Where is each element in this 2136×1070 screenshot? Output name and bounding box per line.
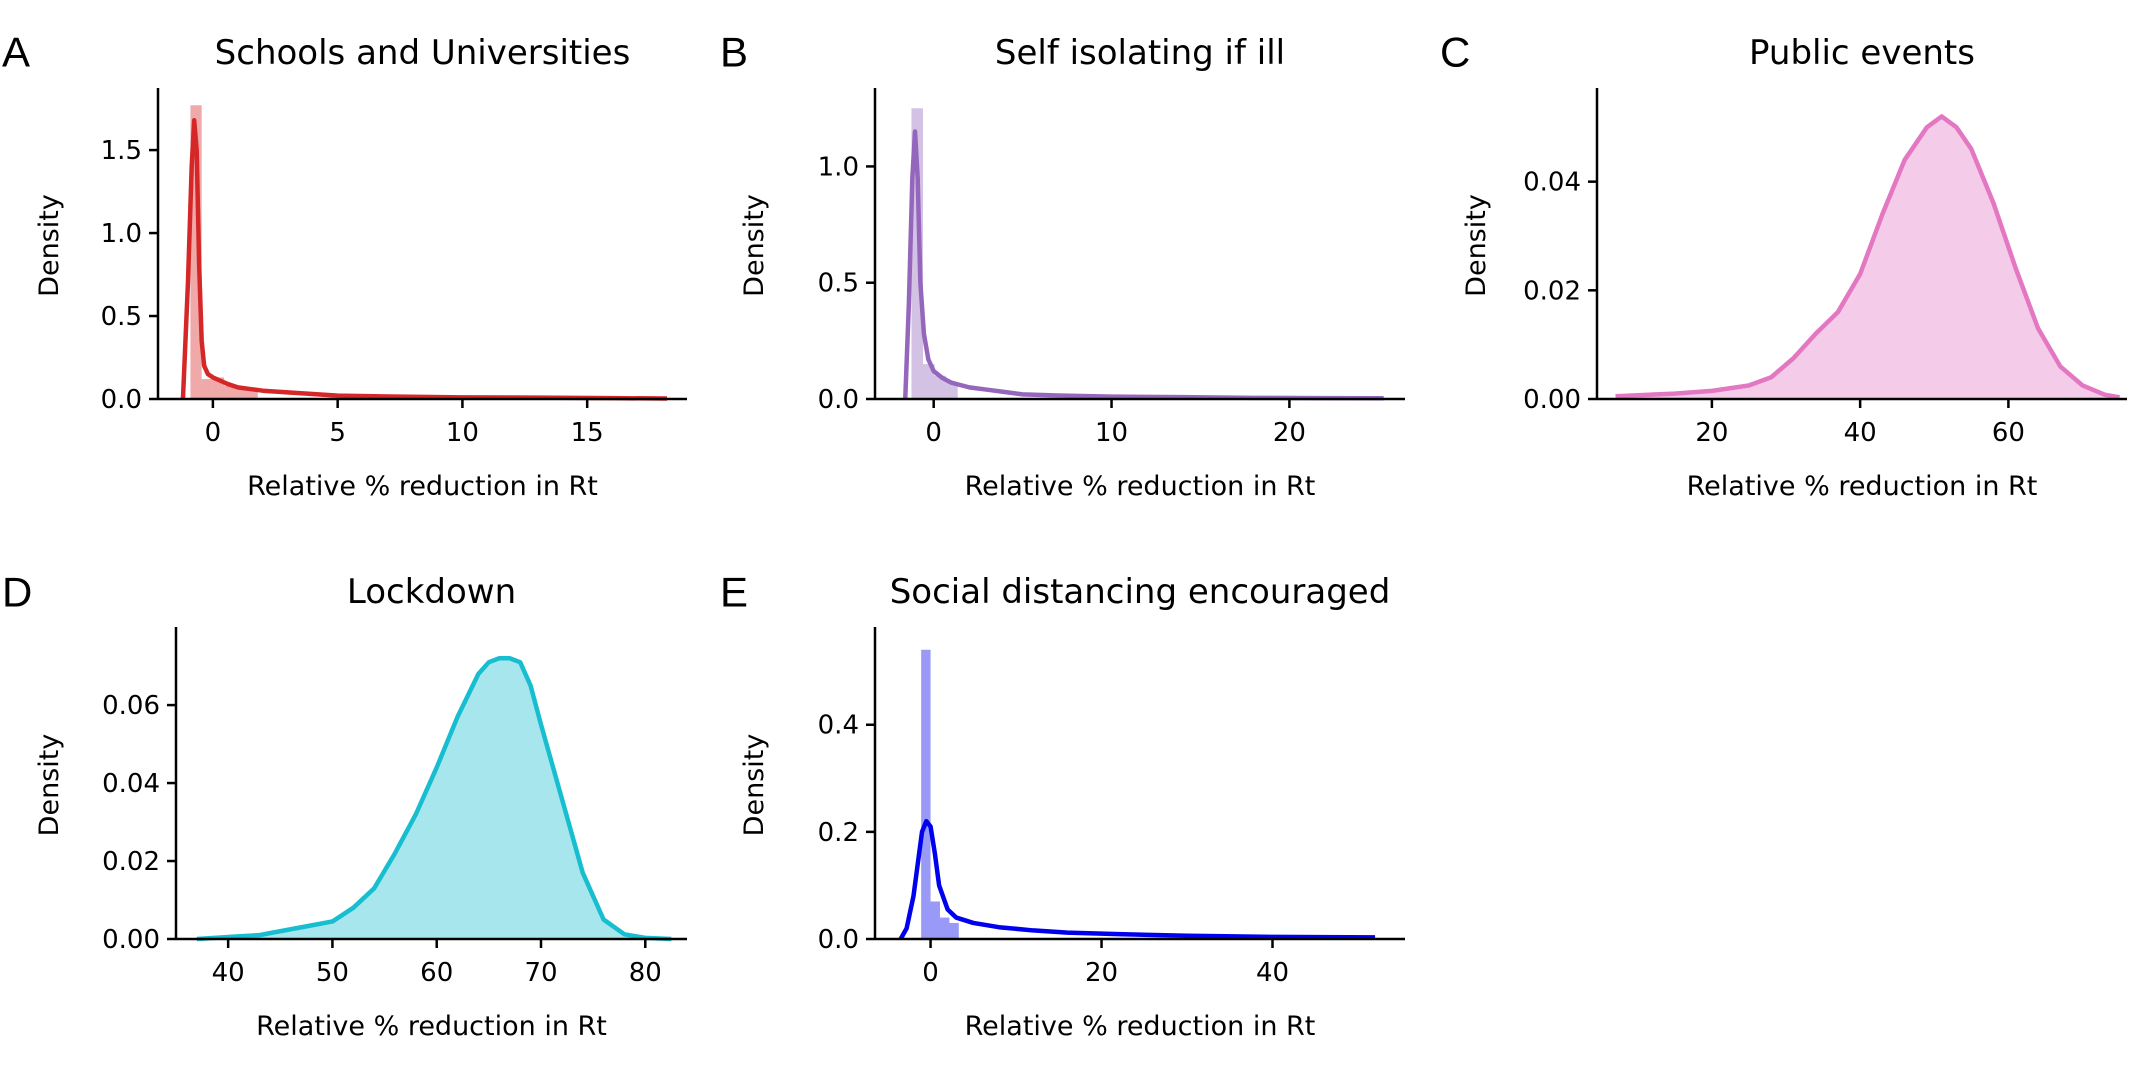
y-axis-label: Density bbox=[739, 194, 770, 297]
y-tick-label: 0.04 bbox=[102, 769, 160, 799]
y-tick-label: 0.2 bbox=[818, 818, 859, 848]
histogram-bar bbox=[930, 901, 940, 939]
histogram-bar bbox=[246, 389, 258, 399]
x-axis-label: Relative % reduction in Rt bbox=[965, 1011, 1316, 1042]
x-tick-label: 60 bbox=[1992, 418, 2025, 448]
y-tick-label: 0.06 bbox=[102, 691, 160, 721]
panel-b: B Self isolating if ill 0 10 20 0.0 0.5 1.0 Rela… bbox=[720, 28, 1405, 502]
x-tick-label: 10 bbox=[446, 418, 479, 448]
histogram-area bbox=[196, 658, 672, 939]
panel-letter: B bbox=[720, 28, 748, 75]
y-axis-label: Density bbox=[34, 194, 65, 297]
x-axis-label: Relative % reduction in Rt bbox=[965, 471, 1316, 502]
x-axis-label: Relative % reduction in Rt bbox=[1687, 471, 2038, 502]
y-tick-label: 0.02 bbox=[102, 847, 160, 877]
x-axis-label: Relative % reduction in Rt bbox=[256, 1011, 607, 1042]
chart-title: Schools and Universities bbox=[215, 33, 631, 73]
kde-line bbox=[898, 818, 1376, 941]
x-tick-label: 20 bbox=[1695, 418, 1728, 448]
histogram-bar bbox=[946, 382, 958, 399]
panel-e: E Social distancing encouraged 0 20 40 0.0 0.2… bbox=[720, 568, 1405, 1042]
x-tick-label: 80 bbox=[629, 958, 662, 988]
y-tick-label: 0.0 bbox=[818, 385, 859, 415]
panel-letter: E bbox=[720, 568, 748, 615]
x-tick-label: 40 bbox=[1256, 958, 1289, 988]
x-tick-label: 20 bbox=[1085, 958, 1118, 988]
y-tick-label: 0.4 bbox=[818, 711, 859, 741]
panel-a: A Schools and Universities 0 5 10 15 0.0 0.5 1.0… bbox=[2, 28, 687, 502]
y-axis-label: Density bbox=[34, 734, 65, 837]
histogram-bar bbox=[235, 387, 247, 399]
histogram-bar bbox=[921, 649, 931, 939]
kde-line bbox=[902, 129, 1384, 401]
y-tick-label: 0.5 bbox=[101, 302, 142, 332]
panel-letter: C bbox=[1440, 28, 1470, 75]
y-tick-label: 0.02 bbox=[1523, 276, 1581, 306]
histogram-bar bbox=[190, 105, 202, 400]
y-tick-label: 1.0 bbox=[818, 152, 859, 182]
kde-line bbox=[1615, 114, 2120, 400]
panel-d: D Lockdown 40 50 60 70 80 0.00 0.02 0.04 0.06 Relat… bbox=[2, 568, 687, 1042]
x-tick-label: 0 bbox=[205, 418, 222, 448]
x-tick-label: 40 bbox=[1844, 418, 1877, 448]
histogram-bar bbox=[224, 385, 236, 399]
histogram-bar bbox=[923, 364, 935, 399]
chart-title: Social distancing encouraged bbox=[890, 572, 1391, 612]
x-tick-label: 0 bbox=[925, 418, 942, 448]
x-tick-label: 60 bbox=[420, 958, 453, 988]
y-tick-label: 0.0 bbox=[101, 385, 142, 415]
y-axis-label: Density bbox=[1461, 194, 1492, 297]
y-tick-label: 1.0 bbox=[101, 219, 142, 249]
x-tick-label: 40 bbox=[212, 958, 245, 988]
x-tick-label: 10 bbox=[1095, 418, 1128, 448]
x-tick-label: 5 bbox=[329, 418, 346, 448]
chart-title: Lockdown bbox=[347, 572, 516, 612]
histogram-bar bbox=[949, 922, 959, 939]
kde-line bbox=[196, 656, 672, 942]
y-axis-label: Density bbox=[739, 734, 770, 837]
y-tick-label: 0.0 bbox=[818, 925, 859, 955]
histogram-bar bbox=[934, 375, 947, 399]
panel-letter: A bbox=[2, 28, 30, 75]
chart-title: Public events bbox=[1749, 33, 1975, 73]
x-tick-label: 50 bbox=[316, 958, 349, 988]
histogram-bar bbox=[201, 379, 213, 399]
histogram-bar bbox=[911, 108, 924, 399]
x-tick-label: 20 bbox=[1273, 418, 1306, 448]
y-tick-label: 0.00 bbox=[1523, 385, 1581, 415]
histogram-bar bbox=[939, 917, 950, 939]
x-tick-label: 0 bbox=[922, 958, 939, 988]
x-tick-label: 70 bbox=[524, 958, 557, 988]
y-tick-label: 0.04 bbox=[1523, 168, 1581, 198]
x-tick-label: 15 bbox=[571, 418, 604, 448]
kde-line bbox=[180, 117, 668, 401]
x-axis-label: Relative % reduction in Rt bbox=[247, 471, 598, 502]
histogram-bar bbox=[212, 377, 225, 399]
y-tick-label: 1.5 bbox=[101, 136, 142, 166]
y-tick-label: 0.00 bbox=[102, 925, 160, 955]
chart-title: Self isolating if ill bbox=[995, 33, 1285, 73]
panel-letter: D bbox=[2, 568, 32, 615]
panel-c: C Public events 20 40 60 0.00 0.02 0.04 Relative… bbox=[1440, 28, 2127, 502]
y-tick-label: 0.5 bbox=[818, 269, 859, 299]
